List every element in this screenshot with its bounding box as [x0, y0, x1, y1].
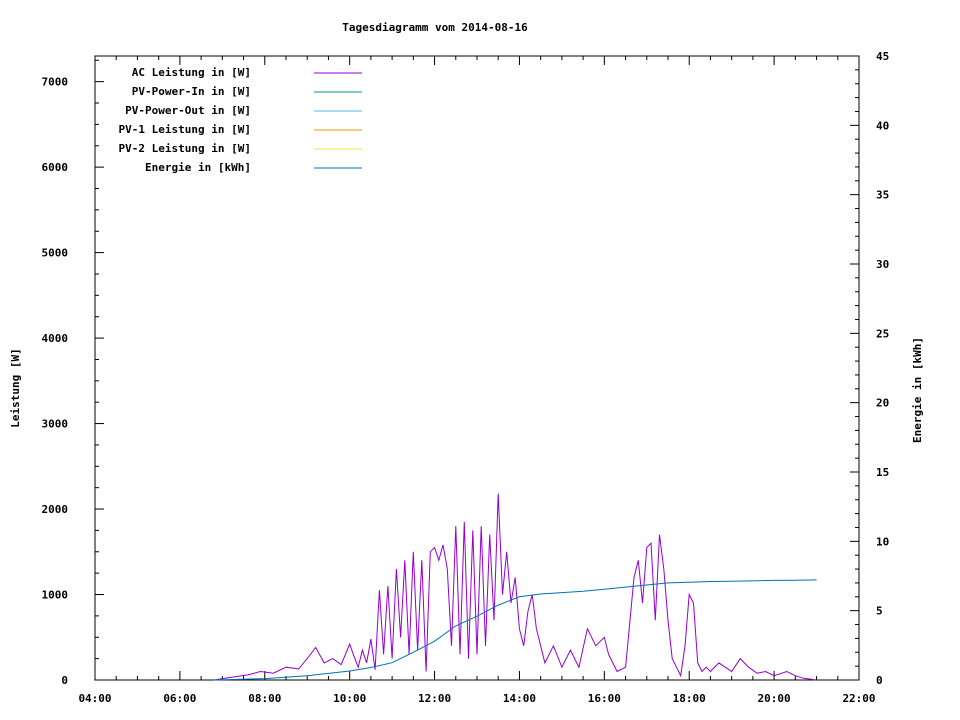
- chart-title: Tagesdiagramm vom 2014-08-16: [342, 21, 528, 34]
- y-axis-ticks: 0 1000 2000 3000 4000 5000 6000 7000: [42, 59, 104, 687]
- legend: AC Leistung in [W] PV-Power-In in [W] PV-P…: [119, 66, 362, 174]
- y-tick-label: 6000: [42, 161, 69, 174]
- x-tick-label: 16:00: [588, 692, 621, 705]
- series-lines: [213, 493, 817, 681]
- x-tick-label: 18:00: [673, 692, 706, 705]
- y-tick-label: 2000: [42, 503, 69, 516]
- y-tick-label: 3000: [42, 418, 69, 431]
- x-tick-label: 10:00: [333, 692, 366, 705]
- series-line-0: [213, 493, 817, 681]
- legend-label-2: PV-Power-Out in [W]: [125, 104, 251, 117]
- x-tick-label: 04:00: [78, 692, 111, 705]
- y-axis-label: Leistung [W]: [9, 348, 22, 427]
- y2-tick-label: 30: [876, 258, 889, 271]
- x-axis-ticks: 04:00 06:00 08:00 10:00 12:00 14:00 16:00 18:00…: [78, 56, 876, 705]
- legend-label-1: PV-Power-In in [W]: [132, 85, 251, 98]
- y-tick-label: 0: [61, 674, 68, 687]
- x-tick-label: 14:00: [503, 692, 536, 705]
- y2-tick-label: 0: [876, 674, 883, 687]
- legend-label-5: Energie in [kWh]: [145, 161, 251, 174]
- y2-tick-label: 25: [876, 327, 889, 340]
- y2-tick-label: 40: [876, 119, 889, 132]
- legend-label-4: PV-2 Leistung in [W]: [119, 142, 251, 155]
- y-tick-label: 5000: [42, 247, 69, 260]
- y2-tick-label: 10: [876, 535, 889, 548]
- y-tick-label: 4000: [42, 332, 69, 345]
- y2-axis-ticks: 0 5 10 15 20 25 30 35 40 45: [850, 50, 889, 687]
- y2-tick-label: 15: [876, 466, 889, 479]
- x-tick-label: 12:00: [418, 692, 451, 705]
- y-tick-label: 1000: [42, 589, 69, 602]
- y2-tick-label: 35: [876, 189, 889, 202]
- x-tick-label: 20:00: [758, 692, 791, 705]
- y2-tick-label: 5: [876, 605, 883, 618]
- y2-tick-label: 20: [876, 397, 889, 410]
- series-line-5: [213, 579, 817, 681]
- y2-tick-label: 45: [876, 50, 889, 63]
- y2-axis-label: Energie in [kWh]: [911, 337, 924, 443]
- legend-label-3: PV-1 Leistung in [W]: [119, 123, 251, 136]
- x-tick-label: 22:00: [842, 692, 875, 705]
- y-tick-label: 7000: [42, 76, 69, 89]
- x-tick-label: 08:00: [248, 692, 281, 705]
- legend-label-0: AC Leistung in [W]: [132, 66, 251, 79]
- x-tick-label: 06:00: [163, 692, 196, 705]
